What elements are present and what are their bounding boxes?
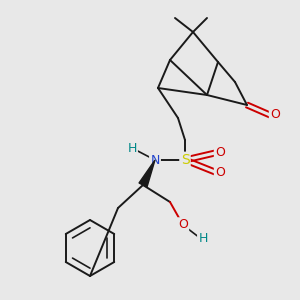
Text: N: N [150, 154, 160, 166]
Text: S: S [181, 153, 189, 167]
Text: H: H [198, 232, 208, 244]
Polygon shape [139, 160, 155, 187]
Text: O: O [215, 146, 225, 158]
Text: O: O [178, 218, 188, 232]
Text: O: O [270, 109, 280, 122]
Text: H: H [127, 142, 137, 154]
Text: O: O [215, 167, 225, 179]
